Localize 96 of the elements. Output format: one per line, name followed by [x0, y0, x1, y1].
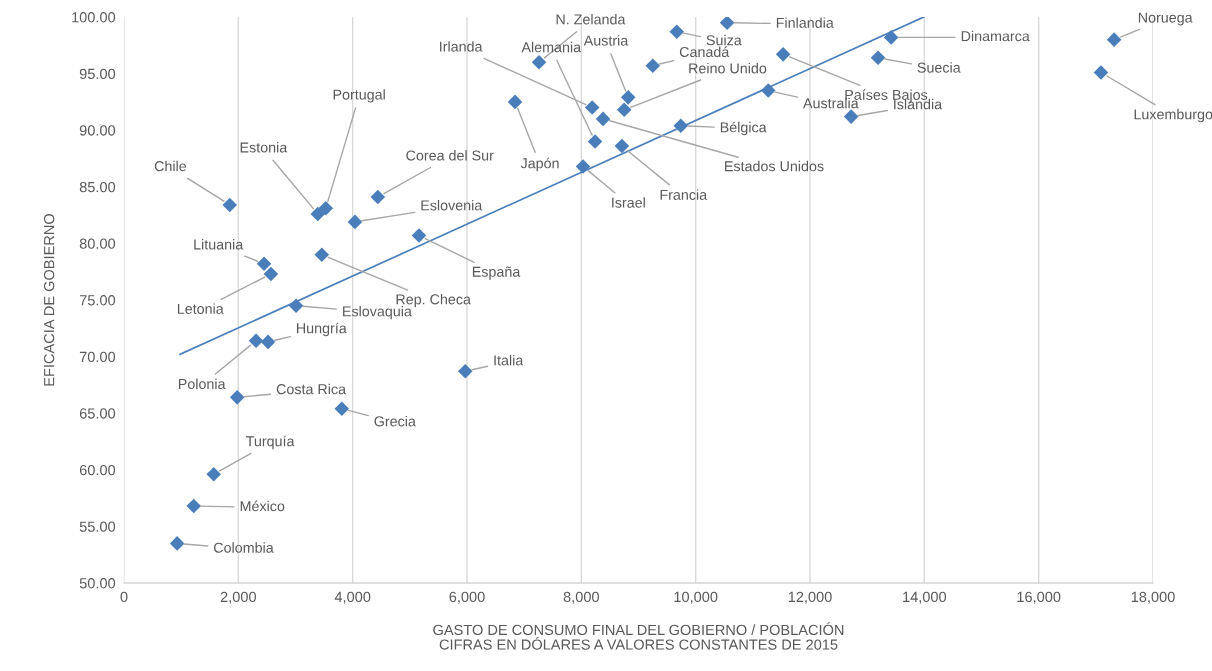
y-axis-title: EFICACIA DE GOBIERNO — [43, 213, 55, 386]
point — [229, 390, 245, 405]
point — [584, 100, 600, 115]
annotation: Hungría — [297, 322, 347, 337]
x-tick-label: 18,000 — [1131, 591, 1175, 604]
point — [595, 111, 611, 127]
annotation: Suiza — [706, 34, 742, 46]
point — [314, 247, 330, 262]
annotation: Chile — [154, 160, 187, 172]
annotation: Italia — [494, 354, 524, 366]
y-tick-label: 55.00 — [79, 521, 116, 532]
x-tick-label: 14,000 — [903, 591, 947, 604]
y-tick-label: 100.00 — [72, 12, 116, 23]
point — [263, 266, 279, 282]
annotation: Costa Rica — [276, 383, 347, 395]
annotation: Irlanda — [440, 41, 483, 52]
annotation: Reino Unido — [689, 62, 767, 74]
point — [883, 30, 899, 45]
annotation: Polonia — [178, 378, 226, 390]
annotation: Estonia — [240, 142, 288, 153]
x-tick-label: 10,000 — [674, 591, 718, 604]
x-tick-label: 16,000 — [1017, 591, 1061, 604]
annotation: Colombia — [214, 542, 274, 553]
x-axis-title: GASTO DE CONSUMO FINAL DEL GOBIERNO / POBLACIÓN CIFRAS EN DÓLARES A VALORES CONSTANTES DE 2015 — [433, 622, 844, 650]
y-tick-label: 75.00 — [79, 295, 116, 306]
annotation: México — [240, 500, 285, 512]
x-tick-label: 8,000 — [563, 591, 600, 604]
annotation: Lituania — [194, 239, 244, 250]
point — [222, 197, 238, 213]
annotation: Francia — [660, 189, 708, 200]
point — [288, 298, 304, 313]
point — [870, 50, 886, 66]
point — [614, 138, 630, 154]
annotation: Bélgica — [720, 121, 767, 136]
point — [260, 334, 276, 350]
point — [169, 536, 185, 551]
x-tick-label: 0 — [120, 591, 128, 603]
annotation: Estados Unidos — [725, 160, 824, 172]
point — [334, 401, 350, 416]
annotation: Portugal — [333, 89, 385, 103]
point — [411, 228, 427, 243]
point — [458, 364, 473, 379]
annotation: Eslovaquia — [343, 305, 412, 320]
y-tick-label: 65.00 — [79, 408, 116, 419]
annotation: Austria — [583, 35, 629, 46]
point — [843, 109, 859, 124]
annotation: Luxemburgo — [1134, 108, 1212, 123]
point — [645, 58, 661, 73]
annotation: Rep. Checa — [396, 293, 471, 308]
point — [1093, 65, 1109, 80]
point — [507, 94, 523, 110]
point — [587, 134, 603, 149]
point — [310, 206, 326, 222]
point — [256, 256, 272, 272]
point — [186, 498, 202, 514]
annotation: Corea del Sur — [406, 150, 494, 161]
point — [206, 467, 222, 482]
point — [719, 17, 735, 30]
annotation: España — [472, 266, 521, 280]
annotation: Finlandia — [776, 17, 834, 28]
point — [248, 333, 264, 349]
point — [616, 102, 632, 118]
y-tick-label: 60.00 — [79, 464, 116, 476]
x-tick-label: 6,000 — [449, 591, 485, 604]
annotation: Noruega — [1138, 12, 1193, 26]
annotation: Grecia — [374, 415, 416, 427]
annotation: Suecia — [917, 62, 961, 73]
point — [760, 83, 776, 98]
point — [318, 201, 334, 216]
annotation: Canadá — [679, 46, 730, 58]
annotation: Alemania — [521, 41, 582, 53]
point — [620, 90, 636, 105]
point — [1106, 32, 1122, 47]
annotation: Japón — [520, 157, 559, 172]
point — [531, 55, 547, 70]
annotation: Israel — [612, 197, 645, 208]
annotation: N. Zelanda — [556, 13, 626, 25]
annotation: Eslovenia — [421, 199, 483, 211]
y-tick-label: 85.00 — [79, 181, 116, 193]
point — [370, 189, 386, 205]
x-tick-label: 4,000 — [334, 591, 371, 604]
annotation: Dinamarca — [961, 30, 1030, 42]
y-tick-label: 50.00 — [79, 578, 116, 589]
annotation: Letonia — [177, 303, 224, 314]
point — [673, 118, 689, 133]
point — [347, 214, 363, 230]
y-tick-label: 95.00 — [79, 68, 116, 80]
y-tick-label: 70.00 — [79, 351, 116, 363]
y-tick-label: 80.00 — [79, 238, 116, 249]
y-tick-label: 90.00 — [79, 125, 116, 136]
x-tick-label: 12,000 — [788, 591, 832, 604]
point — [669, 24, 685, 39]
point — [575, 159, 591, 174]
annotation: Turquía — [246, 435, 295, 450]
point — [775, 47, 791, 62]
x-tick-label: 2,000 — [220, 591, 257, 604]
